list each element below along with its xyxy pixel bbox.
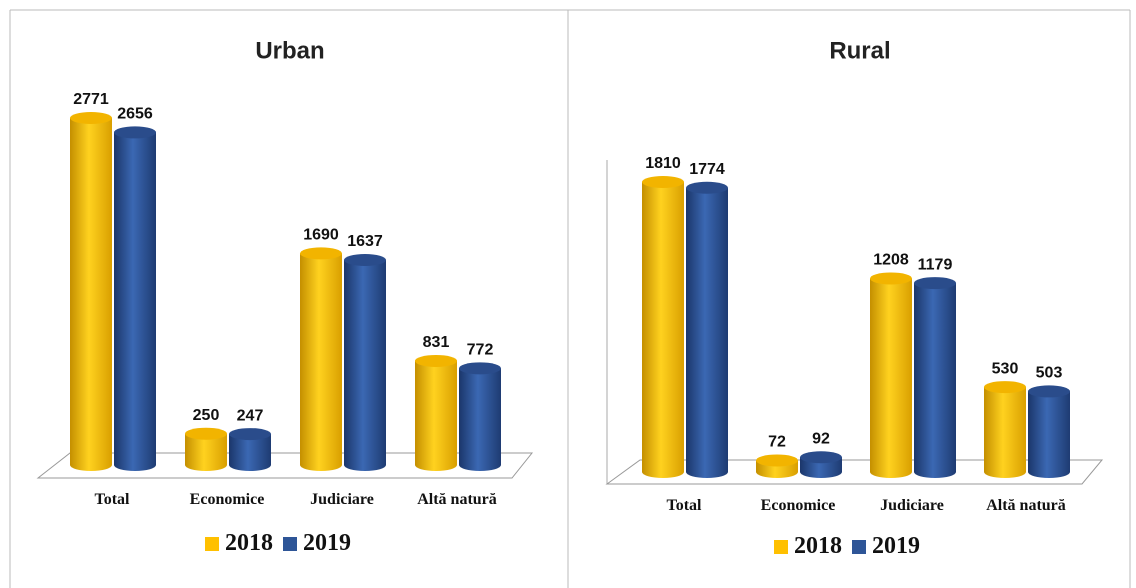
value-label: 2656: [117, 106, 153, 123]
x-tick-label: Economice: [189, 491, 265, 508]
cylinder-body: [344, 260, 386, 471]
value-label: 2771: [73, 91, 109, 108]
x-tick-label: Total: [666, 497, 702, 514]
legend-item: 2019: [852, 533, 920, 560]
legend-swatch: [852, 539, 866, 554]
cylinder-body: [415, 360, 457, 471]
legend: 2018 2019: [205, 530, 361, 557]
cylinder-top: [686, 181, 728, 194]
cylinder-top: [300, 247, 342, 260]
value-label: 831: [423, 334, 450, 351]
cylinder-top: [344, 254, 386, 267]
value-label: 1774: [689, 161, 725, 178]
cylinder-top: [114, 126, 156, 139]
cylinder-bar: [185, 427, 227, 471]
cylinder-top: [642, 176, 684, 188]
x-tick-label: Judiciare: [310, 491, 374, 508]
cylinder-bar: [229, 428, 271, 471]
cylinder-body: [642, 182, 684, 478]
cylinder-body: [229, 434, 271, 471]
cylinder-body: [114, 132, 156, 471]
cylinder-bar: [642, 176, 684, 478]
legend-item: 2018: [205, 530, 273, 557]
x-tick-label: Judiciare: [880, 497, 944, 514]
cylinder-top: [800, 451, 842, 464]
cylinder-body: [70, 118, 112, 471]
x-tick-label: Altă natură: [986, 497, 1066, 514]
cylinder-top: [229, 428, 271, 441]
legend-swatch: [283, 536, 297, 551]
cylinder-top: [756, 454, 798, 467]
floor: [36, 452, 534, 479]
cylinder-bar: [344, 254, 386, 471]
value-label: 1690: [303, 227, 339, 244]
legend-item: 2019: [283, 530, 351, 557]
cylinder-bar: [686, 181, 728, 479]
cylinder-bar: [870, 272, 912, 478]
cylinder-bar: [800, 451, 842, 478]
legend-label: 2018: [794, 533, 842, 559]
value-label: 530: [992, 360, 1019, 377]
value-label: 92: [812, 430, 830, 447]
cylinder-bar: [415, 354, 457, 471]
cylinder-bar: [114, 126, 156, 471]
legend-label: 2018: [225, 530, 273, 556]
cylinder-body: [870, 278, 912, 478]
value-label: 772: [467, 342, 494, 359]
cylinder-bar: [756, 454, 798, 478]
cylinder-top: [870, 272, 912, 285]
cylinder-body: [1028, 391, 1070, 478]
cylinder-bar: [1028, 385, 1070, 478]
floor: [605, 459, 1104, 485]
cylinder-body: [984, 387, 1026, 478]
chart-title: Rural: [829, 37, 890, 64]
value-label: 72: [768, 434, 786, 451]
value-label: 1208: [873, 252, 909, 269]
value-label: 1810: [645, 155, 681, 172]
legend: 2018 2019: [774, 533, 930, 560]
cylinder-top: [1028, 385, 1070, 398]
legend-swatch: [205, 536, 219, 551]
cylinder-body: [300, 253, 342, 471]
cylinder-top: [914, 277, 956, 290]
legend-label: 2019: [872, 533, 920, 559]
cylinder-top: [984, 381, 1026, 394]
legend-label: 2019: [303, 530, 351, 556]
value-label: 247: [237, 407, 264, 424]
x-tick-label: Economice: [760, 497, 836, 514]
value-label: 250: [193, 407, 220, 424]
value-label: 503: [1036, 365, 1063, 382]
cylinder-top: [459, 362, 501, 375]
cylinder-body: [185, 433, 227, 471]
x-tick-label: Total: [94, 491, 130, 508]
cylinder-top: [70, 112, 112, 124]
cylinder-body: [686, 187, 728, 479]
cylinder-top: [415, 354, 457, 367]
chart-title: Urban: [255, 37, 324, 64]
x-tick-label: Altă natură: [417, 491, 497, 508]
cylinder-body: [914, 283, 956, 478]
value-label: 1637: [347, 233, 383, 250]
value-label: 1179: [918, 256, 953, 273]
cylinder-bar: [300, 247, 342, 471]
legend-swatch: [774, 539, 788, 554]
cylinder-bar: [459, 362, 501, 471]
cylinder-bar: [984, 381, 1026, 478]
cylinder-body: [459, 368, 501, 471]
legend-item: 2018: [774, 533, 842, 560]
cylinder-bar: [914, 277, 956, 478]
cylinder-bar: [70, 112, 112, 471]
cylinder-top: [185, 427, 227, 440]
